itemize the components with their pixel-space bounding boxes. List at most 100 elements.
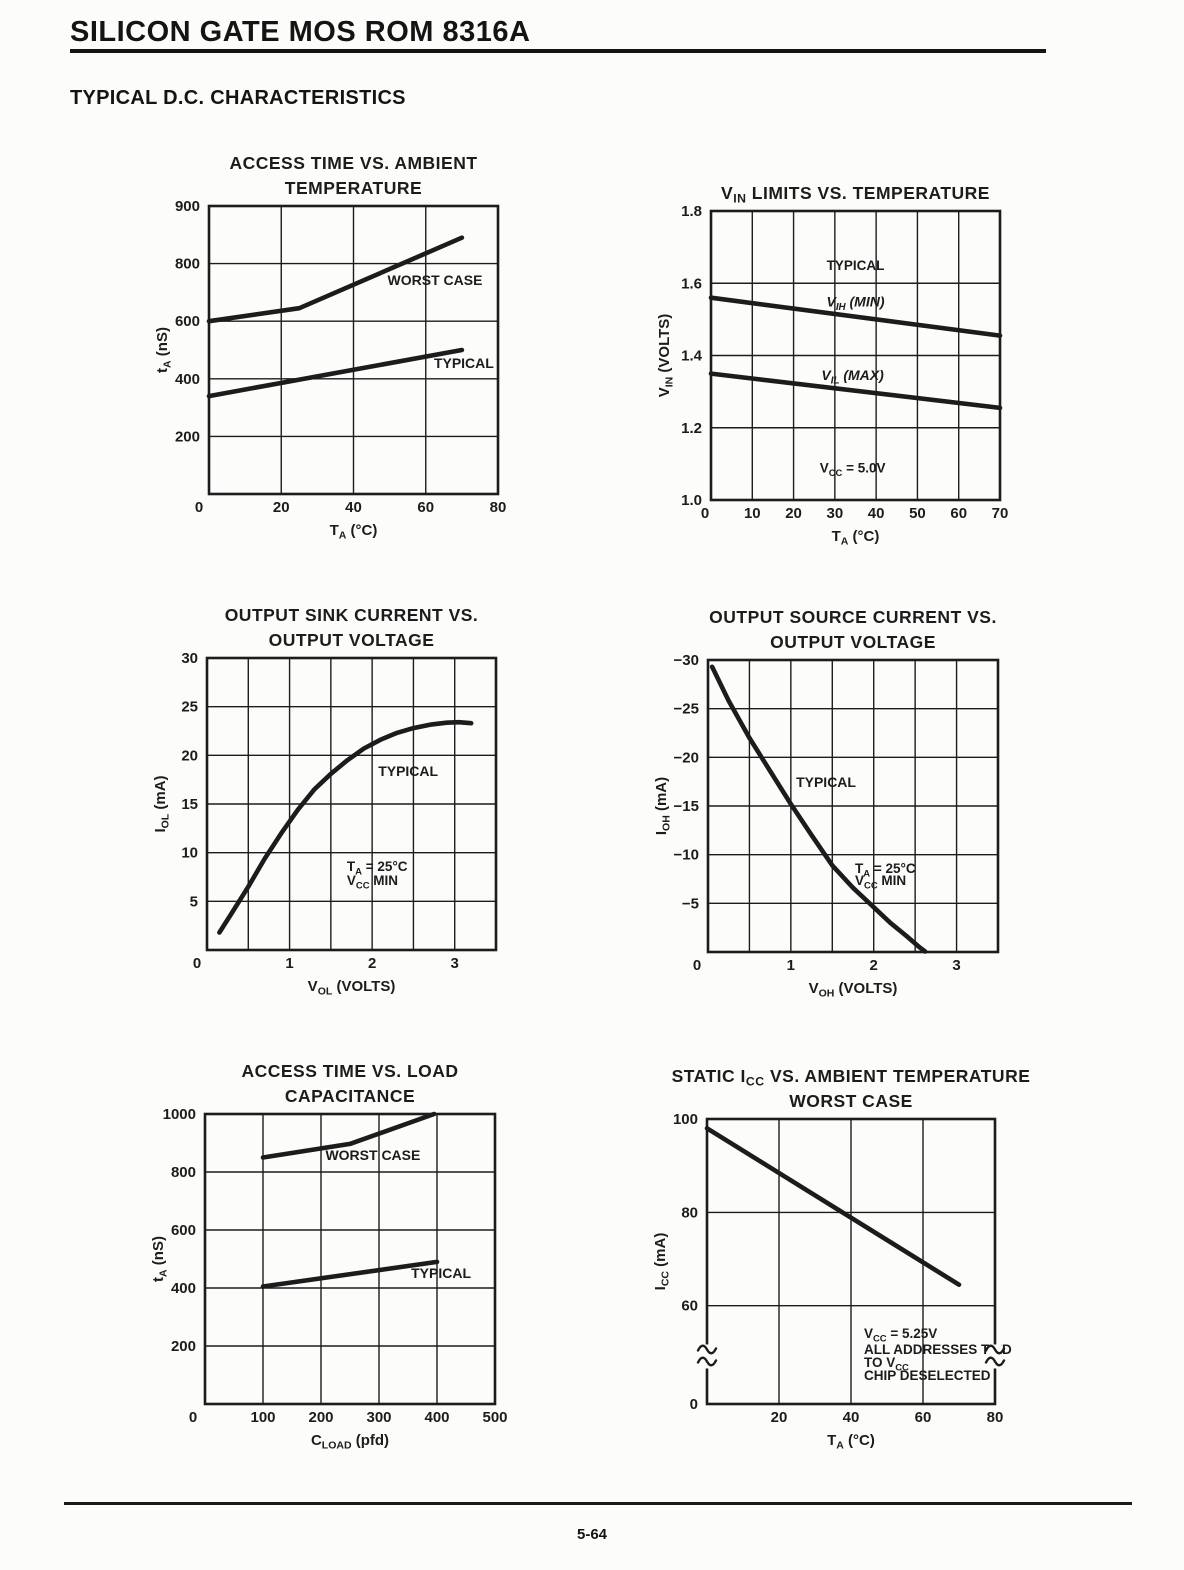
chart-title-line: OUTPUT VOLTAGE [269,630,435,650]
y-tick-label: 1000 [163,1106,196,1123]
x-tick-label: 20 [273,499,290,516]
y-tick-label: −10 [674,847,699,864]
series-label-typical: TYPICAL [796,774,856,790]
y-tick-label: 200 [171,1338,196,1355]
y-tick-label: 400 [175,371,200,388]
series-line-worst-case [260,1111,437,1160]
x-tick-label: 1 [787,957,795,974]
x-tick-label: 70 [992,505,1009,522]
y-tick-label: 10 [181,845,198,862]
y-tick-label: 80 [681,1204,698,1221]
annotation: VCC = 5.25V [864,1326,937,1345]
annotation: VCC MIN [347,873,398,892]
series-label-worst-case: WORST CASE [325,1147,420,1163]
section-title: TYPICAL D.C. CHARACTERISTICS [70,87,406,109]
y-tick-label: 1.2 [681,420,702,437]
x-tick-label: 0 [189,1409,197,1426]
x-tick-label: 3 [451,955,459,972]
plot-border [205,656,498,952]
x-tick-label: 0 [693,957,701,974]
series-label-typical: TYPICAL [378,763,438,779]
x-tick-label: 20 [785,505,802,522]
x-tick-label: 40 [868,505,885,522]
footer-rule [64,1502,1132,1505]
annotation: TO VCC [864,1355,909,1374]
axis-break-squiggle [696,1344,718,1355]
x-tick-label: 30 [827,505,844,522]
plot-border [705,1117,997,1406]
y-tick-label: 60 [681,1298,698,1315]
series-line-vil-max [708,371,1003,411]
x-tick-label: 0 [701,505,709,522]
x-tick-label: 0 [193,955,201,972]
y-tick-label: 1.6 [681,275,702,292]
y-tick-label: 600 [171,1222,196,1239]
series-line-typical [206,347,465,399]
y-tick-label: −30 [674,652,699,669]
plot-border [709,209,1002,502]
x-tick-label: 40 [345,499,362,516]
chart-title-line: OUTPUT SOURCE CURRENT VS. [709,607,997,627]
y-tick-label: 800 [171,1164,196,1181]
series-label-typical: TYPICAL [434,355,494,371]
axis-break-mask [989,1344,1001,1369]
y-tick-label: −5 [682,895,699,912]
x-tick-label: 1 [285,955,293,972]
y-tick-label: 1.4 [681,348,703,365]
x-tick-label: 60 [915,1409,932,1426]
x-tick-label: 80 [987,1409,1004,1426]
y-tick-label: 900 [175,198,200,215]
series-label-vil-max: VIL (MAX) [821,367,884,387]
y-tick-label: 1.8 [681,203,702,220]
chart-title-line: TEMPERATURE [285,178,422,198]
page-title: SILICON GATE MOS ROM 8316A [70,16,531,48]
x-tick-label: 2 [870,957,878,974]
y-tick-label: 1.0 [681,492,702,509]
y-axis-label: IOL (mA) [152,775,172,832]
y-tick-label: 15 [181,796,198,813]
axis-break-squiggle [696,1356,718,1367]
y-axis-label: ICC (mA) [652,1233,672,1291]
plot-border [706,658,1000,954]
chart-vin-limits-vs-temperature: VIH (MIN) VIL (MAX) TYPICAL VCC = 5.0V 0 10 20… [656,183,1008,548]
x-tick-label: 40 [843,1409,860,1426]
y-tick-label: 800 [175,256,200,273]
plot-border [207,204,500,496]
chart-title-line: VIN LIMITS VS. TEMPERATURE [721,183,990,206]
chart-access-time-vs-load-capacitance: WORST CASE TYPICAL 0 100 200 300 400 500 1000 800… [150,1061,508,1452]
chart-title-line: STATIC ICC VS. AMBIENT TEMPERATURE [672,1066,1031,1089]
x-tick-label: 200 [308,1409,333,1426]
series-line-worst-case [206,235,465,324]
y-tick-label: −20 [674,749,699,766]
annotation: TA = 25°C [855,861,916,880]
x-axis-label: VOH (VOLTS) [809,980,898,1000]
y-tick-label: 400 [171,1280,196,1297]
annotation: TA = 25°C [347,859,408,878]
x-tick-label: 0 [195,499,203,516]
series-line-typical [709,664,928,954]
y-axis-label: tA (nS) [150,1236,170,1282]
series-line-vih-min [708,295,1003,338]
chart-title-line: OUTPUT VOLTAGE [770,632,936,652]
series-label-vih-min: VIH (MIN) [826,293,884,313]
x-tick-label: 2 [368,955,376,972]
y-tick-label: 0 [690,1396,698,1413]
axis-break-squiggle [984,1344,1006,1355]
x-axis-label: VOL (VOLTS) [308,978,396,998]
annotation: CHIP DESELECTED [864,1368,991,1383]
chart-title-line: ACCESS TIME VS. LOAD [241,1061,458,1081]
x-tick-label: 400 [424,1409,449,1426]
y-axis-label: IOH (mA) [653,777,673,835]
x-tick-label: 80 [490,499,507,516]
x-tick-label: 500 [482,1409,507,1426]
y-tick-label: 5 [190,893,198,910]
x-tick-label: 60 [950,505,967,522]
y-tick-label: 30 [181,650,198,667]
x-tick-label: 20 [771,1409,788,1426]
y-axis-label: tA (nS) [154,327,174,373]
axis-break-mask [701,1344,713,1369]
